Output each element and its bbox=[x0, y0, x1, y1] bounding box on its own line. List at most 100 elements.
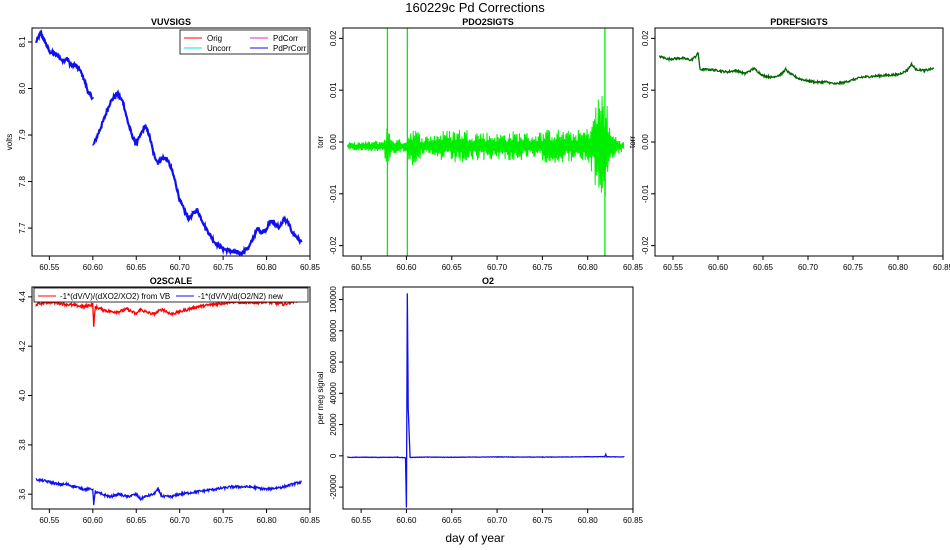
panel-pdo2sigts: PDO2SIGTS 60.55 60.60 60.65 60.70 60.75 60.80 6… bbox=[316, 17, 644, 272]
legend-box bbox=[179, 29, 309, 55]
panel-title: O2SCALE bbox=[150, 276, 193, 286]
x-tick-label: 60.55 bbox=[39, 263, 60, 272]
y-tick-label: 0.01 bbox=[641, 82, 650, 98]
x-tick-label: 60.75 bbox=[532, 516, 553, 525]
y-tick-label: -0.01 bbox=[641, 184, 650, 203]
legend-label: -1*(dV/V)/(dXO2/XO2) from VB bbox=[60, 292, 170, 301]
x-tick-label: 60.65 bbox=[442, 263, 463, 272]
x-tick-label: 60.80 bbox=[257, 516, 278, 525]
y-tick-label: 8.0 bbox=[18, 82, 27, 94]
legend-label: PdCorr bbox=[273, 34, 299, 43]
y-tick-label: 0.00 bbox=[329, 134, 338, 150]
y-tick-label: 0.02 bbox=[641, 30, 650, 46]
y-axis-label: torr bbox=[628, 136, 637, 148]
panel-title: PDREFSIGTS bbox=[770, 17, 828, 27]
figure-title: 160229c Pd Corrections bbox=[405, 0, 545, 15]
x-tick-label: 60.75 bbox=[213, 516, 234, 525]
series-line bbox=[92, 89, 303, 256]
x-tick-label: 60.80 bbox=[888, 263, 909, 272]
plot-area bbox=[35, 297, 302, 506]
plot-area bbox=[346, 293, 625, 508]
series-line bbox=[35, 29, 94, 101]
legend-box bbox=[33, 287, 309, 303]
x-tick-label: 60.65 bbox=[442, 516, 463, 525]
y-tick-label: 0.02 bbox=[329, 30, 338, 46]
panel-vuvsigs: VUVSIGS 60.55 60.60 60.65 60.70 60.75 60.80 60.… bbox=[5, 17, 321, 272]
legend-label: -1*(dV/V)/d(O2/N2) new bbox=[198, 292, 283, 301]
y-tick-label: 0.00 bbox=[641, 134, 650, 150]
plot-area bbox=[35, 29, 303, 256]
x-tick-label: 60.60 bbox=[396, 516, 417, 525]
series-line bbox=[658, 52, 935, 86]
x-tick-label: 60.60 bbox=[83, 263, 104, 272]
axes-box bbox=[342, 286, 634, 510]
series-line bbox=[35, 297, 302, 327]
panel-pdrefsigts: PDREFSIGTS 60.55 60.60 60.65 60.70 60.75 60.80… bbox=[628, 17, 950, 272]
panel-title: O2 bbox=[482, 276, 494, 286]
x-tick-label: 60.80 bbox=[257, 263, 278, 272]
plot-area bbox=[658, 52, 935, 86]
y-axis-label: volts bbox=[5, 134, 14, 150]
x-tick-label: 60.75 bbox=[843, 263, 864, 272]
x-tick-label: 60.55 bbox=[663, 263, 684, 272]
x-tick-label: 60.60 bbox=[708, 263, 729, 272]
panel-o2scale: O2SCALE 60.55 60.60 60.65 60.70 60.75 60.80 60.… bbox=[18, 276, 321, 525]
x-tick-label: 60.85 bbox=[623, 263, 644, 272]
x-tick-label: 60.70 bbox=[170, 263, 191, 272]
y-tick-label: 3.8 bbox=[18, 439, 27, 451]
legend: -1*(dV/V)/(dXO2/XO2) from VB -1*(dV/V)/d(… bbox=[33, 287, 309, 303]
y-axis-label: per meg signal bbox=[316, 372, 325, 425]
y-tick-label: -0.02 bbox=[641, 236, 650, 255]
panel-o2: O2 60.55 60.60 60.65 60.70 60.75 60.80 60.85 -20… bbox=[316, 276, 644, 525]
panel-title: VUVSIGS bbox=[151, 17, 191, 27]
y-tick-label: 4.0 bbox=[18, 389, 27, 401]
y-tick-label: 8.1 bbox=[18, 36, 27, 48]
series-line bbox=[346, 293, 625, 508]
y-axis-label: torr bbox=[316, 136, 325, 148]
y-tick-label: 7.7 bbox=[18, 222, 27, 234]
x-tick-label: 60.55 bbox=[351, 263, 372, 272]
series-line bbox=[347, 96, 625, 197]
y-tick-label: 3.6 bbox=[18, 488, 27, 500]
x-tick-label: 60.70 bbox=[170, 516, 191, 525]
y-tick-label: 40000 bbox=[329, 382, 338, 405]
panel-title: PDO2SIGTS bbox=[462, 17, 514, 27]
x-tick-label: 60.75 bbox=[532, 263, 553, 272]
plot-area bbox=[347, 28, 625, 256]
axes-box bbox=[654, 27, 944, 257]
x-tick-label: 60.55 bbox=[351, 516, 372, 525]
x-tick-label: 60.85 bbox=[300, 516, 321, 525]
x-tick-label: 60.70 bbox=[798, 263, 819, 272]
axes-box bbox=[31, 286, 311, 510]
x-tick-label: 60.85 bbox=[933, 263, 950, 272]
legend-label: PdPrCorr bbox=[273, 44, 307, 53]
x-tick-label: 60.80 bbox=[578, 516, 599, 525]
x-tick-label: 60.75 bbox=[213, 263, 234, 272]
y-tick-label: -0.01 bbox=[329, 184, 338, 203]
x-tick-label: 60.80 bbox=[578, 263, 599, 272]
y-tick-label: 0 bbox=[329, 453, 338, 458]
y-tick-label: 20000 bbox=[329, 413, 338, 436]
x-tick-label: 60.70 bbox=[487, 516, 508, 525]
x-tick-label: 60.65 bbox=[126, 263, 147, 272]
y-tick-label: 80000 bbox=[329, 319, 338, 342]
x-tick-label: 60.65 bbox=[753, 263, 774, 272]
y-tick-label: -20000 bbox=[329, 474, 338, 499]
y-tick-label: 0.01 bbox=[329, 82, 338, 98]
x-tick-label: 60.70 bbox=[487, 263, 508, 272]
x-tick-label: 60.60 bbox=[396, 263, 417, 272]
x-tick-label: 60.60 bbox=[83, 516, 104, 525]
y-tick-label: 7.8 bbox=[18, 175, 27, 187]
x-tick-label: 60.85 bbox=[623, 516, 644, 525]
series-line bbox=[35, 477, 302, 506]
y-tick-label: 7.9 bbox=[18, 129, 27, 141]
y-tick-label: 4.2 bbox=[18, 340, 27, 352]
axes-box bbox=[31, 27, 311, 257]
y-tick-label: 100000 bbox=[329, 286, 338, 313]
legend-label: Orig bbox=[207, 34, 222, 43]
legend-label: Uncorr bbox=[207, 44, 231, 53]
x-tick-label: 60.85 bbox=[300, 263, 321, 272]
y-tick-label: -0.02 bbox=[329, 236, 338, 255]
